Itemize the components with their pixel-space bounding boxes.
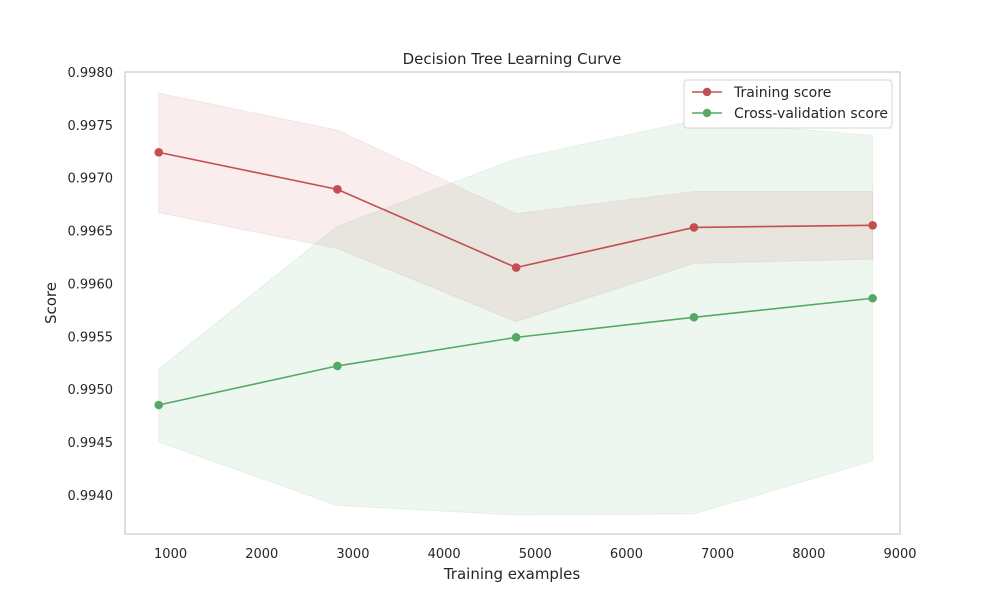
point-cross-validation-5: [868, 293, 877, 303]
x-tick-label: 1000: [154, 547, 187, 562]
y-tick-label: 0.9950: [68, 383, 114, 398]
point-cross-validation-4: [689, 312, 699, 322]
point-training-3: [511, 263, 521, 272]
legend-marker-training: [702, 87, 712, 97]
y-axis-ticks: 0.9940 0.9945 0.9950 0.9955 0.9960 0.9965 0.99…: [68, 66, 114, 504]
legend-label-cross-validation: Cross-validation score: [734, 106, 888, 122]
point-cross-validation-3: [511, 333, 521, 342]
point-cross-validation-1: [154, 400, 164, 410]
y-tick-label: 0.9945: [68, 436, 114, 451]
confidence-bands: [158, 92, 874, 516]
y-axis-label: Score: [42, 282, 60, 324]
point-training-5: [868, 221, 877, 230]
x-tick-label: 8000: [792, 547, 825, 562]
x-tick-label: 2000: [245, 547, 278, 562]
y-tick-label: 0.9975: [68, 119, 114, 134]
y-tick-label: 0.9965: [68, 225, 114, 240]
x-tick-label: 4000: [428, 547, 461, 562]
y-tick-label: 0.9970: [68, 172, 114, 187]
band-cross-validation: [158, 120, 874, 516]
chart-title: Decision Tree Learning Curve: [403, 50, 622, 68]
x-tick-label: 3000: [336, 547, 369, 562]
legend: Training score Cross-validation score: [683, 79, 893, 129]
point-training-2: [333, 185, 342, 194]
plot-frame: [124, 71, 901, 535]
y-tick-label: 0.9955: [68, 330, 114, 345]
legend-box: [683, 79, 893, 129]
point-cross-validation-2: [333, 361, 342, 371]
legend-marker-cross-validation: [702, 108, 712, 118]
band-training: [158, 92, 874, 323]
point-training-1: [154, 148, 164, 157]
x-tick-label: 9000: [883, 547, 916, 562]
y-tick-label: 0.9940: [68, 489, 114, 504]
x-tick-label: 5000: [519, 547, 552, 562]
legend-label-training: Training score: [733, 85, 831, 101]
series-points: [154, 148, 877, 410]
x-tick-label: 6000: [610, 547, 643, 562]
y-tick-label: 0.9960: [68, 277, 114, 292]
x-axis-ticks: 1000 2000 3000 4000 5000 6000 7000 8000 9000: [154, 547, 917, 562]
x-axis-label: Training examples: [443, 565, 581, 583]
x-tick-label: 7000: [701, 547, 734, 562]
y-tick-label: 0.9980: [68, 66, 114, 81]
point-training-4: [689, 223, 699, 232]
